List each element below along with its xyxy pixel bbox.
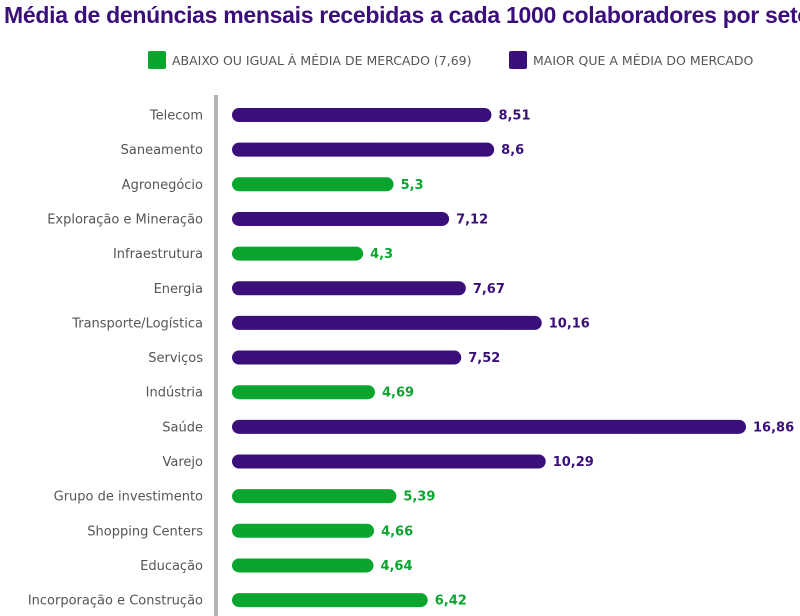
value-label: 8,6 bbox=[501, 143, 524, 158]
category-label: Incorporação e Construção bbox=[28, 594, 203, 609]
category-label: Exploração e Mineração bbox=[47, 212, 203, 227]
value-label: 10,16 bbox=[549, 316, 590, 331]
category-label: Shopping Centers bbox=[87, 524, 203, 539]
value-label: 4,66 bbox=[381, 524, 413, 539]
value-label: 8,51 bbox=[498, 109, 530, 124]
value-label: 4,3 bbox=[370, 247, 393, 262]
y-axis-line bbox=[214, 95, 218, 616]
bar bbox=[232, 385, 375, 400]
category-label: Grupo de investimento bbox=[54, 490, 203, 505]
category-label: Educação bbox=[140, 559, 203, 574]
value-label: 7,67 bbox=[473, 282, 505, 297]
category-label: Transporte/Logística bbox=[71, 316, 203, 331]
bar bbox=[232, 211, 450, 226]
bar bbox=[232, 177, 394, 192]
value-label: 4,64 bbox=[380, 559, 412, 574]
category-label: Saneamento bbox=[121, 143, 203, 158]
legend-swatch-below bbox=[148, 51, 166, 69]
bar-chart: Telecom 8,51 Saneamento 8,6 Agronegócio 5,3 Ex… bbox=[28, 95, 794, 616]
legend-label-below: ABAIXO OU IGUAL À MÉDIA DE MERCADO (7,69… bbox=[172, 52, 472, 68]
value-label: 7,12 bbox=[456, 212, 488, 227]
chart-title: Média de denúncias mensais recebidas a c… bbox=[4, 2, 800, 28]
category-label: Infraestrutura bbox=[113, 247, 203, 262]
bar bbox=[232, 142, 495, 157]
legend: ABAIXO OU IGUAL À MÉDIA DE MERCADO (7,69… bbox=[0, 51, 800, 75]
legend-item-below: ABAIXO OU IGUAL À MÉDIA DE MERCADO (7,69… bbox=[148, 51, 472, 69]
value-label: 6,42 bbox=[435, 594, 467, 609]
category-label: Agronegócio bbox=[122, 178, 203, 193]
value-label: 5,3 bbox=[401, 178, 424, 193]
bar bbox=[232, 281, 466, 296]
value-label: 7,52 bbox=[468, 351, 500, 366]
bar bbox=[232, 246, 364, 261]
bar bbox=[232, 558, 374, 573]
value-label: 4,69 bbox=[382, 386, 414, 401]
bar bbox=[232, 315, 542, 330]
legend-swatch-above bbox=[509, 51, 527, 69]
value-label: 5,39 bbox=[403, 490, 435, 505]
bar bbox=[232, 593, 428, 608]
category-label: Serviços bbox=[148, 351, 203, 366]
legend-item-above: MAIOR QUE A MÉDIA DO MERCADO bbox=[509, 51, 753, 69]
bar bbox=[232, 523, 375, 538]
bar bbox=[232, 454, 546, 469]
value-label: 10,29 bbox=[553, 455, 594, 470]
category-label: Saúde bbox=[162, 420, 203, 435]
legend-label-above: MAIOR QUE A MÉDIA DO MERCADO bbox=[533, 52, 754, 68]
bar bbox=[232, 108, 492, 122]
bar bbox=[232, 350, 462, 365]
value-label: 16,86 bbox=[753, 420, 794, 435]
category-label: Indústria bbox=[146, 386, 203, 401]
category-label: Telecom bbox=[149, 109, 203, 124]
category-label: Energia bbox=[154, 282, 203, 297]
category-label: Varejo bbox=[163, 455, 204, 470]
bar bbox=[232, 489, 397, 504]
bar bbox=[232, 419, 746, 434]
